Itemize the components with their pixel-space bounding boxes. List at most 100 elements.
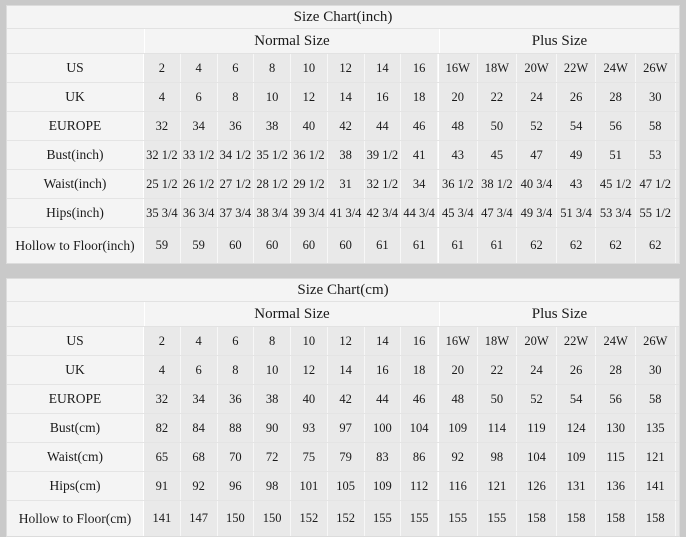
table-cell: 47 3/4 xyxy=(477,199,518,227)
table-cell: 152 xyxy=(291,501,328,536)
row-label: Hips(cm) xyxy=(7,472,144,500)
group-header-plus-size: Plus Size xyxy=(440,29,679,53)
table-cell: 62 xyxy=(556,228,597,263)
table-cell: 40 3/4 xyxy=(517,170,557,198)
row-cells: 59 59 60 60 60 60 61 61 61 61 62 62 62 62 xyxy=(144,228,679,263)
table-cell: 158 xyxy=(635,501,676,536)
table-cell: 26 xyxy=(556,356,597,384)
table-cell: 72 xyxy=(254,443,291,471)
table-row: Waist(inch) 25 1/2 26 1/2 27 1/2 28 1/2 29 1/… xyxy=(7,170,679,199)
table-cell: 38 1/2 xyxy=(477,170,518,198)
table-cell: 24W xyxy=(596,327,636,355)
table-cell: 12 xyxy=(327,327,365,355)
table-cell: 104 xyxy=(517,443,557,471)
table-cell: 4 xyxy=(180,327,218,355)
table-cell: 29 1/2 xyxy=(291,170,328,198)
table-cell: 4 xyxy=(180,54,218,82)
table-cell: 36 xyxy=(217,385,255,413)
table-cell: 42 xyxy=(327,385,365,413)
table-cell: 20W xyxy=(517,54,557,82)
table-row: Hips(cm) 91 92 96 98 101 105 109 112 116 121 126 131… xyxy=(7,472,679,501)
table-cell: 35 1/2 xyxy=(254,141,291,169)
table-cell: 22W xyxy=(556,54,597,82)
table-cell: 115 xyxy=(596,443,636,471)
table-cell: 61 xyxy=(364,228,402,263)
table-cell: 30 xyxy=(635,356,676,384)
row-cells: 141 147 150 150 152 152 155 155 155 155 158 158 158 1… xyxy=(144,501,679,536)
table-cell: 49 3/4 xyxy=(517,199,557,227)
table-cell: 96 xyxy=(217,472,255,500)
table-cell-filler xyxy=(675,54,679,82)
table-cell: 25 1/2 xyxy=(144,170,181,198)
row-cells: 2 4 6 8 10 12 14 16 16W 18W 20W 22W 24W 26W xyxy=(144,54,679,82)
table-cell: 62 xyxy=(596,228,636,263)
table-cell: 65 xyxy=(144,443,181,471)
table-cell: 14 xyxy=(364,54,402,82)
table-cell: 101 xyxy=(291,472,328,500)
table-cell: 155 xyxy=(401,501,438,536)
group-header-normal-size: Normal Size xyxy=(145,29,440,53)
row-cells: 4 6 8 10 12 14 16 18 20 22 24 26 28 30 xyxy=(144,83,679,111)
row-label: Waist(cm) xyxy=(7,443,144,471)
table-cell: 37 3/4 xyxy=(217,199,255,227)
table-cell: 150 xyxy=(217,501,255,536)
table-cell-filler xyxy=(675,141,679,169)
table-cell: 49 xyxy=(556,141,597,169)
table-cell: 44 3/4 xyxy=(401,199,438,227)
table-cell: 40 xyxy=(291,385,328,413)
table-row: US 2 4 6 8 10 12 14 16 16W 18W 20W 22W 24W 26W xyxy=(7,54,679,83)
table-cell-filler xyxy=(675,501,679,536)
table-cell: 83 xyxy=(364,443,402,471)
table-cell: 48 xyxy=(438,385,478,413)
table-cell: 41 3/4 xyxy=(327,199,365,227)
table-cell: 109 xyxy=(556,443,597,471)
table-cell: 52 xyxy=(517,112,557,140)
table-cell: 58 xyxy=(635,385,676,413)
table-cell: 54 xyxy=(556,112,597,140)
table-cell-filler xyxy=(675,199,679,227)
table-cell: 86 xyxy=(401,443,438,471)
row-label: UK xyxy=(7,356,144,384)
table-cell: 34 xyxy=(401,170,438,198)
table-cell: 38 xyxy=(254,385,291,413)
table-cell: 84 xyxy=(180,414,218,442)
table-cell: 61 xyxy=(401,228,438,263)
table-cell: 32 xyxy=(144,112,181,140)
table-cell: 147 xyxy=(180,501,218,536)
table-cell: 8 xyxy=(254,327,291,355)
table-cell: 150 xyxy=(254,501,291,536)
table-cell: 24 xyxy=(517,356,557,384)
table-cell: 62 xyxy=(517,228,557,263)
table-cell: 155 xyxy=(438,501,478,536)
table-cell-filler xyxy=(675,414,679,442)
table-cell: 155 xyxy=(477,501,518,536)
table-cell: 46 xyxy=(401,385,438,413)
table-cell: 10 xyxy=(291,327,328,355)
table-cell: 24W xyxy=(596,54,636,82)
table-cell: 4 xyxy=(144,83,181,111)
table-cell: 91 xyxy=(144,472,181,500)
table-row: EUROPE 32 34 36 38 40 42 44 46 48 50 52 54 56 58 xyxy=(7,112,679,141)
table-cell: 53 3/4 xyxy=(596,199,636,227)
table-cell: 12 xyxy=(291,83,328,111)
table-cell: 32 1/2 xyxy=(144,141,181,169)
table-cell: 18W xyxy=(477,327,518,355)
row-label: Hollow to Floor(inch) xyxy=(7,228,144,263)
table-cell: 6 xyxy=(180,356,218,384)
table-cell: 119 xyxy=(517,414,557,442)
table-cell: 98 xyxy=(477,443,518,471)
table-cell: 152 xyxy=(327,501,365,536)
table-cell: 2 xyxy=(144,54,181,82)
table-cell: 34 1/2 xyxy=(217,141,255,169)
table-cell-filler xyxy=(675,472,679,500)
table-cell: 131 xyxy=(556,472,597,500)
table-cell: 14 xyxy=(364,327,402,355)
table-cell: 68 xyxy=(180,443,218,471)
table-cell: 18 xyxy=(401,356,438,384)
table-cell: 2 xyxy=(144,327,181,355)
table-cell: 16 xyxy=(364,83,402,111)
table-cell: 6 xyxy=(180,83,218,111)
table-cell: 12 xyxy=(327,54,365,82)
table-cell: 56 xyxy=(596,385,636,413)
table-cell: 45 xyxy=(477,141,518,169)
